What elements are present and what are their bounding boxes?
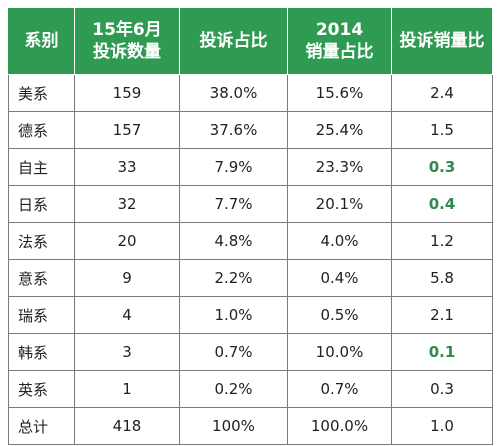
- cell-sales-share: 25.4%: [287, 111, 392, 149]
- cell-category: 总计: [8, 407, 75, 445]
- cell-complaint-share: 4.8%: [179, 222, 288, 260]
- cell-complaint-sales-ratio: 0.3: [391, 148, 493, 186]
- cell-complaints: 32: [74, 185, 180, 223]
- column-header-line: 投诉占比: [199, 31, 268, 51]
- cell-complaint-sales-ratio: 0.4: [391, 185, 493, 223]
- table-row: 意系 9 2.2% 0.4% 5.8: [8, 259, 493, 297]
- column-header-line: 投诉销量比: [399, 31, 485, 51]
- column-header-complaints: 15年6月 投诉数量: [74, 7, 180, 75]
- cell-complaints: 1: [74, 370, 180, 408]
- column-header-line: 投诉数量: [93, 42, 161, 62]
- cell-complaints: 20: [74, 222, 180, 260]
- table-row: 韩系 3 0.7% 10.0% 0.1: [8, 333, 493, 371]
- cell-complaint-sales-ratio: 5.8: [391, 259, 493, 297]
- cell-complaints: 159: [74, 74, 180, 112]
- cell-complaints: 157: [74, 111, 180, 149]
- header-row: 系别 15年6月 投诉数量 投诉占比 2014 销量占比 投诉销量比: [8, 7, 493, 75]
- cell-complaint-share: 1.0%: [179, 296, 288, 334]
- table-row: 瑞系 4 1.0% 0.5% 2.1: [8, 296, 493, 334]
- table-header: 系别 15年6月 投诉数量 投诉占比 2014 销量占比 投诉销量比: [8, 7, 493, 75]
- cell-category: 韩系: [8, 333, 75, 371]
- complaint-table-container: 系别 15年6月 投诉数量 投诉占比 2014 销量占比 投诉销量比 美系 159 38.0% 1…: [8, 7, 493, 445]
- cell-complaint-sales-ratio: 2.4: [391, 74, 493, 112]
- cell-category: 瑞系: [8, 296, 75, 334]
- cell-category: 英系: [8, 370, 75, 408]
- cell-sales-share: 20.1%: [287, 185, 392, 223]
- column-header-line: 15年6月: [92, 20, 162, 40]
- cell-sales-share: 23.3%: [287, 148, 392, 186]
- cell-complaints: 3: [74, 333, 180, 371]
- cell-complaints: 33: [74, 148, 180, 186]
- column-header-complaint-share: 投诉占比: [179, 7, 288, 75]
- cell-category: 日系: [8, 185, 75, 223]
- table-body: 美系 159 38.0% 15.6% 2.4 德系 157 37.6% 25.4% 1.5 自主 33…: [8, 74, 493, 445]
- cell-category: 自主: [8, 148, 75, 186]
- cell-complaints: 418: [74, 407, 180, 445]
- column-header-category: 系别: [8, 7, 75, 75]
- cell-complaints: 9: [74, 259, 180, 297]
- cell-complaint-share: 37.6%: [179, 111, 288, 149]
- table-row: 德系 157 37.6% 25.4% 1.5: [8, 111, 493, 149]
- cell-complaint-sales-ratio: 2.1: [391, 296, 493, 334]
- column-header-complaint-sales-ratio: 投诉销量比: [391, 7, 493, 75]
- cell-complaint-sales-ratio: 1.0: [391, 407, 493, 445]
- cell-complaint-share: 38.0%: [179, 74, 288, 112]
- cell-complaint-sales-ratio: 1.5: [391, 111, 493, 149]
- cell-category: 法系: [8, 222, 75, 260]
- cell-category: 德系: [8, 111, 75, 149]
- cell-sales-share: 100.0%: [287, 407, 392, 445]
- table-row: 法系 20 4.8% 4.0% 1.2: [8, 222, 493, 260]
- cell-complaint-sales-ratio: 0.3: [391, 370, 493, 408]
- table-row: 自主 33 7.9% 23.3% 0.3: [8, 148, 493, 186]
- cell-complaint-sales-ratio: 0.1: [391, 333, 493, 371]
- column-header-line: 2014: [315, 20, 364, 40]
- cell-complaints: 4: [74, 296, 180, 334]
- cell-category: 意系: [8, 259, 75, 297]
- cell-sales-share: 10.0%: [287, 333, 392, 371]
- cell-complaint-sales-ratio: 1.2: [391, 222, 493, 260]
- table-row: 美系 159 38.0% 15.6% 2.4: [8, 74, 493, 112]
- cell-complaint-share: 7.9%: [179, 148, 288, 186]
- cell-complaint-share: 7.7%: [179, 185, 288, 223]
- cell-sales-share: 0.7%: [287, 370, 392, 408]
- cell-complaint-share: 0.2%: [179, 370, 288, 408]
- column-header-line: 销量占比: [305, 42, 374, 62]
- cell-sales-share: 15.6%: [287, 74, 392, 112]
- cell-sales-share: 4.0%: [287, 222, 392, 260]
- table-row: 日系 32 7.7% 20.1% 0.4: [8, 185, 493, 223]
- cell-sales-share: 0.4%: [287, 259, 392, 297]
- cell-complaint-share: 100%: [179, 407, 288, 445]
- table-row: 英系 1 0.2% 0.7% 0.3: [8, 370, 493, 408]
- complaint-table: 系别 15年6月 投诉数量 投诉占比 2014 销量占比 投诉销量比 美系 159 38.0% 1…: [8, 7, 493, 445]
- cell-category: 美系: [8, 74, 75, 112]
- column-header-line: 系别: [24, 31, 59, 51]
- column-header-sales-share: 2014 销量占比: [287, 7, 392, 75]
- cell-complaint-share: 0.7%: [179, 333, 288, 371]
- table-row: 总计 418 100% 100.0% 1.0: [8, 407, 493, 445]
- cell-sales-share: 0.5%: [287, 296, 392, 334]
- cell-complaint-share: 2.2%: [179, 259, 288, 297]
